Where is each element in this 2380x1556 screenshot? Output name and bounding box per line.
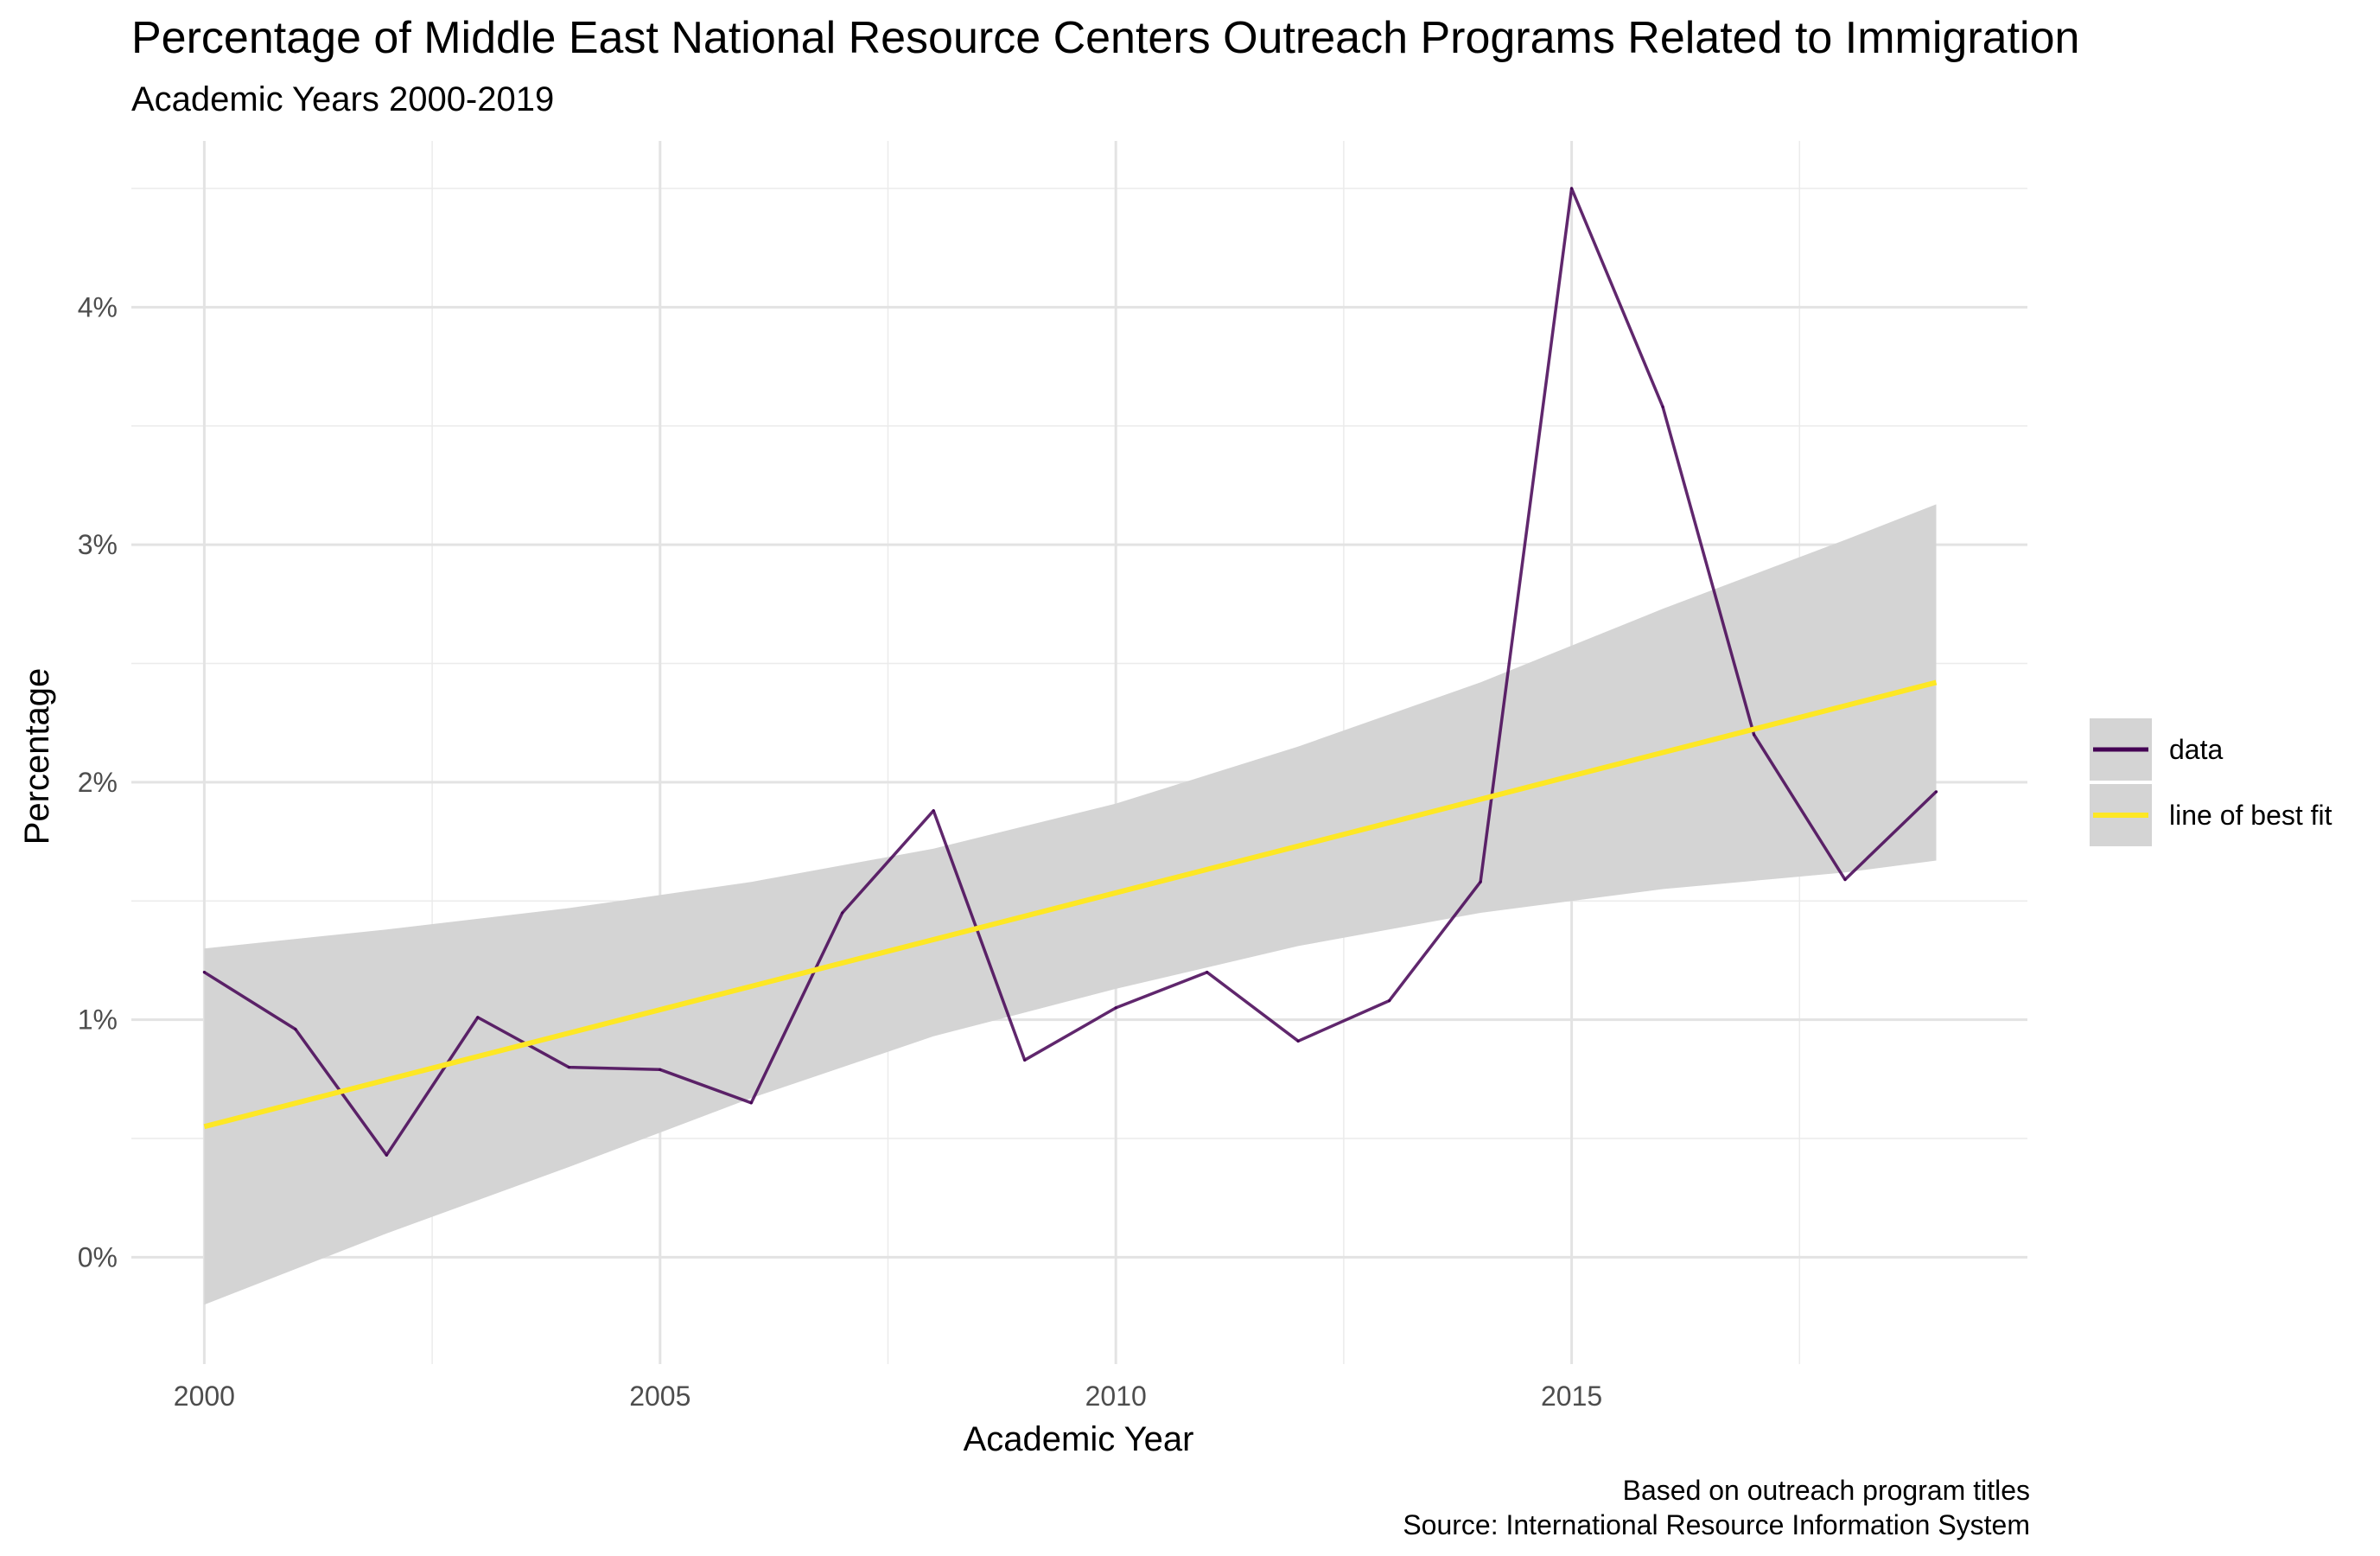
data-point [1752, 733, 1756, 737]
data-point [932, 809, 935, 813]
y-tick-label: 2% [78, 767, 118, 798]
data-point [1388, 999, 1391, 1003]
data-point [385, 1153, 388, 1157]
data-point [659, 1068, 662, 1071]
data-point [1296, 1039, 1300, 1043]
x-tick-label: 2005 [629, 1381, 690, 1412]
x-tick-label: 2015 [1541, 1381, 1602, 1412]
y-tick-label: 0% [78, 1241, 118, 1272]
series-lines-layer [202, 187, 1938, 1157]
data-point [1934, 790, 1938, 794]
y-axis-title: Percentage [18, 668, 56, 845]
data-point [1023, 1058, 1027, 1062]
y-tick-label: 4% [78, 291, 118, 322]
data-point [1114, 1006, 1117, 1010]
data-point [294, 1027, 297, 1031]
chart-title: Percentage of Middle East National Resou… [131, 13, 2080, 63]
caption-line-2: Source: International Resource Informati… [1403, 1509, 2030, 1540]
data-point [1479, 880, 1482, 883]
chart-subtitle: Academic Years 2000-2019 [131, 80, 555, 118]
legend-label-data: data [2169, 734, 2223, 765]
data-point [1569, 187, 1574, 190]
y-tick-label: 3% [78, 529, 118, 560]
legend: data line of best fit [2090, 718, 2332, 846]
data-point [1206, 971, 1209, 974]
legend-label-fit: line of best fit [2169, 800, 2332, 831]
data-point [1661, 405, 1664, 409]
data-point [749, 1101, 753, 1105]
y-tick-labels: 0% 1% 2% 3% 4% [78, 291, 118, 1272]
data-series-line [203, 187, 1938, 1157]
best-fit-line [203, 679, 1938, 1130]
data-point [1843, 877, 1847, 882]
data-point [202, 971, 206, 974]
data-point [567, 1065, 570, 1069]
x-axis-title: Academic Year [964, 1420, 1194, 1458]
data-point [841, 911, 844, 915]
x-tick-label: 2000 [174, 1381, 235, 1412]
caption-line-1: Based on outreach program titles [1622, 1475, 2030, 1506]
x-tick-label: 2010 [1085, 1381, 1147, 1412]
x-tick-labels: 2000 2005 2010 2015 [174, 1381, 1602, 1412]
data-point [476, 1016, 480, 1019]
y-tick-label: 1% [78, 1004, 118, 1036]
